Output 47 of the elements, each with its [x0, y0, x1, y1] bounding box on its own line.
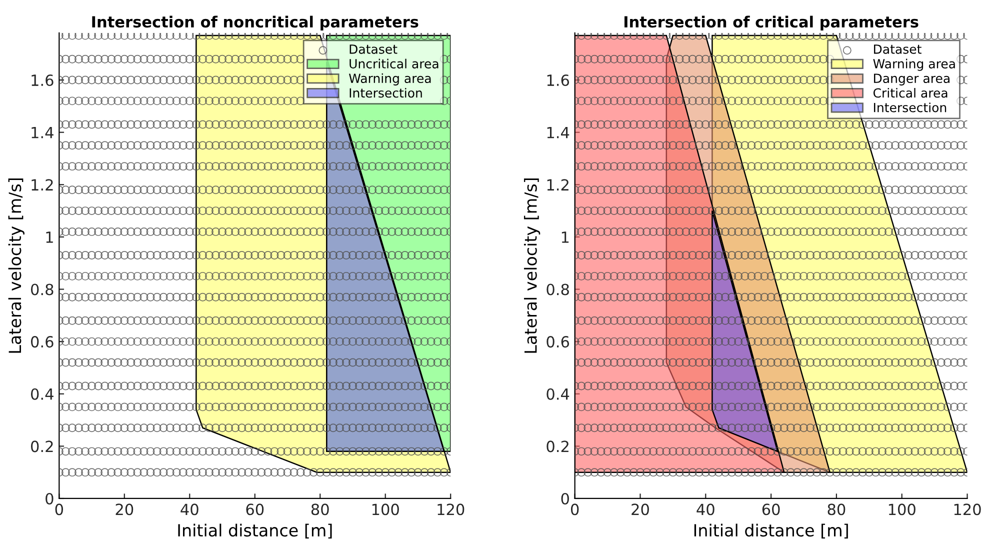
- x-tick-label: 0: [55, 504, 64, 516]
- x-tick-label: 0: [570, 504, 579, 516]
- x-tick-label: 120: [438, 504, 464, 516]
- chart-title: Intersection of noncritical parameters: [92, 16, 418, 31]
- x-axis-title: Initial distance [m]: [694, 524, 848, 539]
- y-tick-label: 0.2: [546, 440, 568, 452]
- legend-label: Warning area: [873, 58, 955, 71]
- y-tick-label: 1.2: [32, 179, 53, 190]
- y-axis-title: Lateral velocity [m/s]: [524, 178, 540, 353]
- x-tick-label: 80: [311, 504, 329, 516]
- y-tick-label: 1.6: [32, 74, 54, 86]
- x-tick-label: 20: [116, 504, 134, 516]
- x-tick-label: 40: [696, 504, 714, 516]
- y-axis-title: Lateral velocity [m/s]: [8, 178, 24, 353]
- y-tick-label: 1: [46, 232, 53, 243]
- legend-label: Critical area: [873, 88, 948, 98]
- x-tick-label: 60: [762, 504, 780, 516]
- legend-label: Dataset: [350, 44, 398, 54]
- y-tick-label: 0: [561, 492, 569, 505]
- legend-label: Danger area: [874, 74, 950, 86]
- y-tick-label: 0.4: [546, 388, 570, 400]
- y-tick-label: 0.2: [31, 440, 53, 452]
- y-tick-label: 0.6: [31, 336, 54, 348]
- y-tick-label: 0.8: [546, 284, 569, 296]
- x-tick-label: 80: [828, 504, 846, 516]
- legend-label: Intersection: [874, 102, 946, 112]
- y-tick-label: 0.4: [31, 388, 54, 400]
- x-tick-label: 40: [180, 504, 198, 516]
- y-tick-label: 1.4: [32, 126, 54, 138]
- legend-label: Warning area: [348, 73, 431, 86]
- x-tick-label: 100: [372, 504, 399, 516]
- legend-label: Uncritical area: [350, 58, 438, 68]
- legend-label: Dataset: [874, 44, 922, 54]
- chart-title: Intersection of critical parameters: [624, 16, 918, 31]
- y-tick-label: 0.6: [546, 336, 570, 348]
- x-tick-label: 60: [246, 504, 264, 516]
- x-tick-label: 20: [632, 504, 649, 516]
- y-tick-label: 0.8: [31, 284, 54, 296]
- legend-label: Intersection: [350, 88, 422, 98]
- y-tick-label: 1: [562, 232, 569, 243]
- x-axis-title: Initial distance [m]: [178, 524, 332, 539]
- y-tick-label: 1.6: [547, 74, 570, 86]
- x-tick-label: 100: [888, 504, 916, 516]
- y-tick-label: 0: [46, 492, 54, 505]
- y-tick-label: 1.2: [547, 179, 568, 190]
- x-tick-label: 120: [954, 504, 981, 516]
- y-tick-label: 1.4: [547, 126, 570, 138]
